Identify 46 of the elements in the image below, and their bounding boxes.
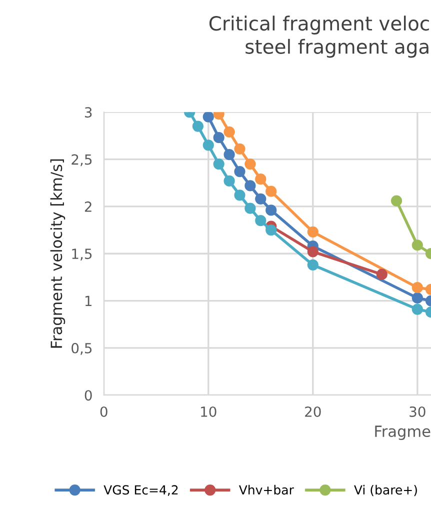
x-tick-label: 0 xyxy=(100,406,108,417)
point xyxy=(213,158,224,170)
point xyxy=(412,292,423,304)
y-tick-label: 0,5 xyxy=(72,342,92,355)
point xyxy=(376,268,388,280)
point xyxy=(255,193,266,204)
point xyxy=(307,246,318,258)
point xyxy=(234,166,246,178)
legend-label: VGS Ec=4,2 xyxy=(104,485,178,496)
point xyxy=(192,120,204,132)
y-axis-title: Fragment velocity [km/s] xyxy=(50,159,66,348)
point xyxy=(412,282,423,294)
x-tick-label: 20 xyxy=(305,406,321,417)
point xyxy=(307,259,318,270)
y-tick-label: 3 xyxy=(84,107,92,118)
y-tick-label: 2,5 xyxy=(72,154,92,166)
point xyxy=(244,180,256,192)
point xyxy=(202,112,214,122)
point xyxy=(224,149,235,160)
point xyxy=(202,140,214,151)
point xyxy=(224,126,235,138)
y-tick-label: 2 xyxy=(84,201,92,212)
point xyxy=(213,132,224,144)
point xyxy=(412,304,423,315)
point xyxy=(255,174,266,185)
x-tick-label: 10 xyxy=(201,406,216,417)
legend-label: Vhv+bar xyxy=(238,484,294,495)
y-tick-label: 1,5 xyxy=(72,248,92,261)
x-axis-title: Fragme xyxy=(375,426,430,440)
point xyxy=(224,175,235,187)
chart-title: Critical fragment veloc steel fragment aga xyxy=(209,16,429,58)
point xyxy=(390,195,402,206)
point xyxy=(244,202,256,214)
point xyxy=(255,215,266,226)
point xyxy=(234,143,246,154)
point xyxy=(412,240,423,251)
legend-label: Vi (bare+) xyxy=(354,484,417,496)
point xyxy=(266,224,277,236)
point xyxy=(266,186,277,197)
point xyxy=(307,226,318,238)
y-tick-label: 1 xyxy=(85,296,92,306)
point xyxy=(244,158,256,170)
point xyxy=(234,190,246,201)
y-tick-label: 0 xyxy=(84,390,92,401)
point xyxy=(266,204,277,216)
x-tick-label: 30 xyxy=(410,406,426,417)
